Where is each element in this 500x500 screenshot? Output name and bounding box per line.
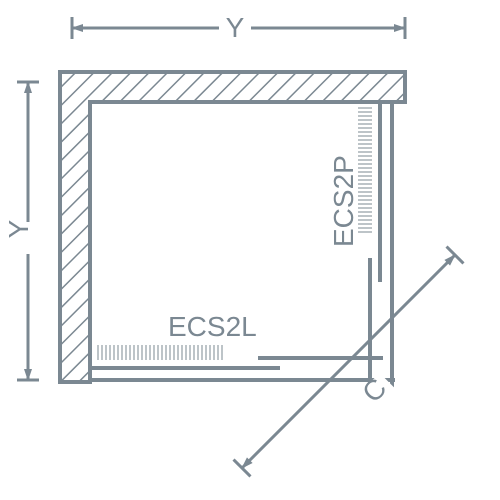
dimension-line-diagonal [242,255,455,468]
dimension-label-left: Y [3,219,34,238]
dimension-label-top: Y [226,12,245,43]
label-ecs2l: ECS2L [168,311,257,342]
label-ecs2p: ECS2P [328,155,359,247]
